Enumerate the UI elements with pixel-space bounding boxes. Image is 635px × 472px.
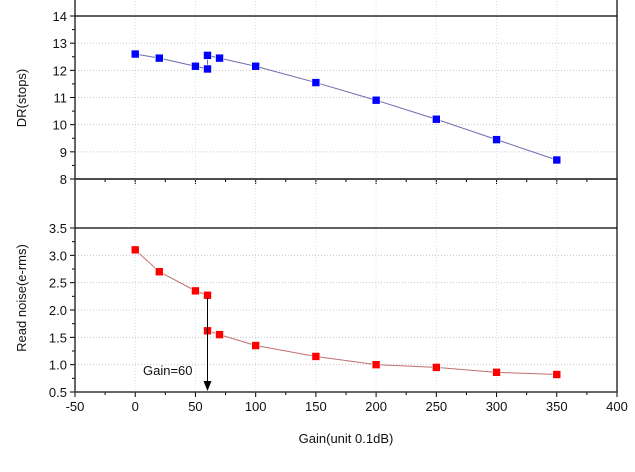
data-point: [432, 363, 441, 372]
data-point: [203, 64, 212, 74]
y-tick-label: 13: [53, 36, 67, 51]
series-line: [135, 53, 557, 161]
y-tick-label: 8: [60, 172, 67, 187]
x-tick-label: -50: [66, 399, 85, 414]
x-tick-label: 100: [245, 399, 267, 414]
x-tick-label: 200: [365, 399, 387, 414]
data-point: [552, 370, 562, 379]
y-tick-label: 1.0: [49, 358, 67, 373]
y-tick-label: 11: [54, 91, 68, 106]
dr-panel: 8 9 10 11 12 13 14: [53, 0, 618, 187]
annotation-arrow-head: [203, 381, 212, 391]
y-tick-label: 2.5: [49, 276, 67, 291]
y-tick-label: 3.0: [49, 248, 67, 263]
data-point: [130, 245, 140, 255]
x-tick-label: 250: [425, 399, 447, 414]
data-point: [311, 352, 321, 361]
data-point: [371, 360, 381, 369]
noise-y-axis-title: Read noise(e-rms): [14, 244, 29, 352]
data-point: [215, 53, 224, 63]
read-noise-panel: 0.5 1.0 1.5 2.0 2.5 3.0 3.5 -50 0 50 100 150 200 250 3…: [49, 178, 628, 414]
gain-annotation: Gain=60: [143, 363, 193, 378]
x-tick-label: 400: [606, 399, 628, 414]
data-point: [251, 61, 260, 71]
x-tick-label: 350: [546, 399, 568, 414]
y-tick-label: 10: [53, 118, 67, 133]
y-tick-label: 2.0: [49, 303, 67, 318]
x-axis-title: Gain(unit 0.1dB): [299, 431, 394, 446]
dr-y-axis-title: DR(stops): [14, 69, 29, 128]
plot-frame: [74, 178, 618, 393]
data-point: [371, 95, 381, 105]
data-point: [311, 78, 321, 87]
data-point: [203, 51, 212, 60]
x-tick-label: 300: [486, 399, 508, 414]
data-point: [155, 267, 164, 277]
data-point: [191, 61, 200, 71]
series-line: [134, 249, 557, 376]
data-point: [215, 330, 224, 339]
data-point: [492, 135, 501, 144]
x-tick-label: 150: [305, 399, 327, 414]
y-tick-label: 3.5: [49, 221, 67, 236]
data-point: [432, 114, 441, 124]
y-tick-label: 0.5: [49, 385, 67, 400]
y-tick-label: 9: [60, 145, 67, 160]
x-tick-label: 50: [188, 399, 202, 414]
y-tick-label: 14: [53, 9, 67, 24]
y-tick-label: 1.5: [49, 330, 67, 345]
data-point: [130, 49, 140, 59]
x-tick-label: 0: [132, 399, 139, 414]
data-point: [492, 368, 501, 377]
data-point: [552, 155, 562, 165]
data-point: [251, 341, 260, 350]
data-point: [191, 286, 200, 296]
y-tick-label: 12: [53, 63, 67, 78]
data-point: [155, 53, 164, 63]
